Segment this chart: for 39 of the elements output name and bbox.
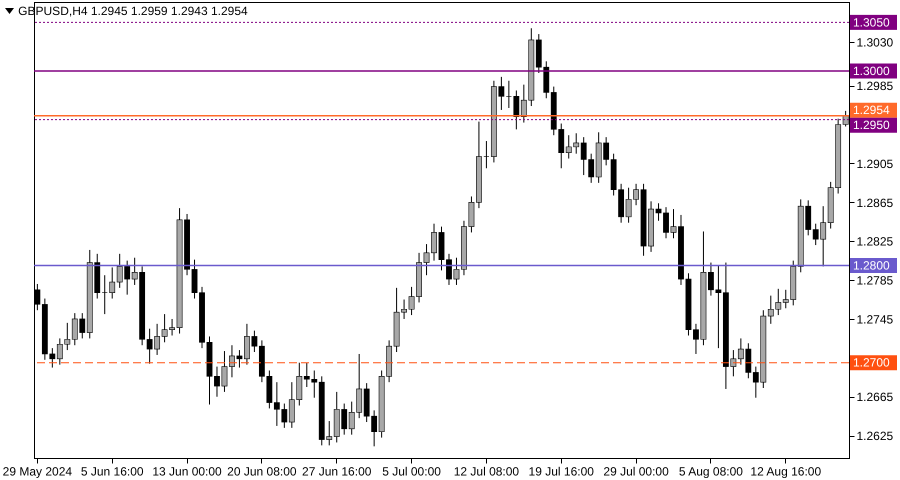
ref-line-label: 1.2800	[853, 258, 890, 272]
x-tick-label: 5 Jun 16:00	[80, 464, 144, 478]
candlestick	[72, 312, 78, 346]
y-tick-label: 1.2905	[856, 156, 894, 171]
candlestick	[782, 289, 789, 309]
candlestick	[311, 370, 318, 398]
ref-line-label: 1.2700	[853, 356, 890, 370]
y-tick-label: 1.2745	[856, 312, 894, 326]
candlestick	[79, 312, 86, 339]
candlestick	[102, 274, 108, 315]
candlestick	[326, 420, 332, 446]
x-tick-label: 5 Jul 00:00	[382, 464, 442, 478]
y-tick-label: 1.2665	[856, 390, 894, 404]
x-tick-label: 29 May 2024	[2, 464, 72, 478]
y-tick-label: 1.2625	[856, 429, 894, 444]
ref-line-label: 1.2954	[853, 103, 890, 118]
y-tick-label: 1.2985	[856, 79, 894, 94]
candlestick	[775, 288, 782, 316]
x-tick-label: 27 Jun 16:00	[302, 464, 372, 478]
x-tick-label: 5 Aug 08:00	[678, 464, 744, 478]
candlestick	[805, 200, 812, 236]
ref-line-label: 1.2950	[853, 118, 890, 132]
candlestick	[483, 140, 490, 169]
y-tick-label: 1.2865	[856, 196, 894, 210]
candlestick	[573, 132, 580, 154]
x-tick-label: 12 Aug 16:00	[750, 464, 822, 478]
y-tick-label: 1.2785	[856, 274, 894, 288]
candlestick	[304, 362, 310, 388]
x-tick-label: 29 Jul 00:00	[603, 464, 670, 478]
x-tick-label: 20 Jun 08:00	[227, 464, 297, 478]
y-tick-label: 1.3030	[856, 35, 894, 50]
x-tick-label: 19 Jul 16:00	[528, 464, 594, 478]
candlestick	[566, 134, 572, 160]
candlestick	[558, 123, 564, 169]
ref-line-label: 1.3000	[853, 64, 890, 78]
x-tick-label: 13 Jun 00:00	[152, 464, 222, 478]
x-tick-label: 12 Jul 08:00	[454, 464, 520, 478]
ref-line-label: 1.3050	[853, 15, 890, 30]
y-tick-label: 1.2825	[856, 234, 894, 249]
